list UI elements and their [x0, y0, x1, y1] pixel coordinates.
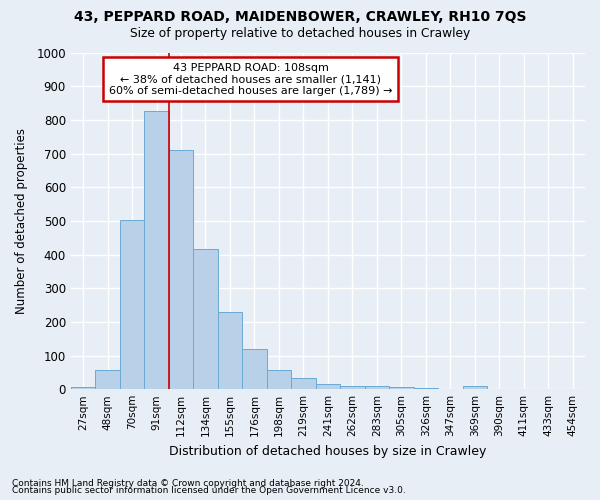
- Bar: [463, 386, 487, 389]
- Text: 43 PEPPARD ROAD: 108sqm
← 38% of detached houses are smaller (1,141)
60% of semi: 43 PEPPARD ROAD: 108sqm ← 38% of detache…: [109, 62, 392, 96]
- Bar: [242, 350, 266, 389]
- Bar: [193, 250, 218, 389]
- X-axis label: Distribution of detached houses by size in Crawley: Distribution of detached houses by size …: [169, 444, 487, 458]
- Bar: [316, 384, 340, 389]
- Bar: [169, 150, 193, 389]
- Bar: [291, 378, 316, 389]
- Bar: [389, 388, 413, 389]
- Bar: [218, 312, 242, 389]
- Bar: [365, 386, 389, 389]
- Y-axis label: Number of detached properties: Number of detached properties: [15, 128, 28, 314]
- Bar: [266, 370, 291, 389]
- Text: Contains HM Land Registry data © Crown copyright and database right 2024.: Contains HM Land Registry data © Crown c…: [12, 478, 364, 488]
- Bar: [71, 388, 95, 389]
- Bar: [413, 388, 438, 389]
- Bar: [120, 220, 144, 389]
- Bar: [340, 386, 365, 389]
- Text: 43, PEPPARD ROAD, MAIDENBOWER, CRAWLEY, RH10 7QS: 43, PEPPARD ROAD, MAIDENBOWER, CRAWLEY, …: [74, 10, 526, 24]
- Bar: [95, 370, 120, 389]
- Bar: [144, 112, 169, 389]
- Text: Size of property relative to detached houses in Crawley: Size of property relative to detached ho…: [130, 28, 470, 40]
- Text: Contains public sector information licensed under the Open Government Licence v3: Contains public sector information licen…: [12, 486, 406, 495]
